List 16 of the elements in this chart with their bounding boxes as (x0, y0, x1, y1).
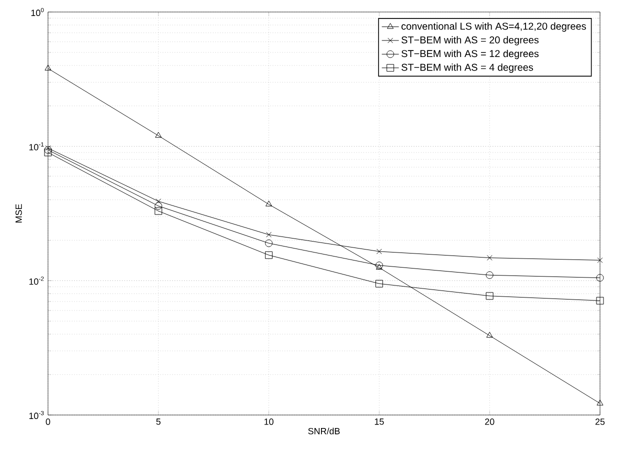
legend-label: ST−BEM with AS = 4 degrees (402, 64, 534, 73)
x-tick-label: 20 (485, 418, 494, 425)
legend-label: conventional LS with AS=4,12,20 degrees (402, 22, 586, 32)
x-tick-label: 15 (374, 418, 384, 425)
x-tick-label: 10 (264, 418, 274, 425)
y-axis-title: MSE (16, 204, 22, 222)
x-tick-label: 5 (156, 418, 161, 425)
x-axis-title: SNR/dB (308, 428, 340, 434)
x-tick-label: 25 (595, 418, 605, 425)
legend-label: ST−BEM with AS = 12 degrees (402, 50, 539, 60)
y-tick-label: 10$^{0}$ (31, 8, 44, 16)
y-tick-label: 10$^{-2}$ (29, 276, 44, 285)
y-tick-label: 10$^{-3}$ (29, 410, 44, 420)
legend-label: ST−BEM with AS = 20 degrees (402, 36, 539, 46)
y-tick-label: 10$^{-1}$ (29, 142, 44, 150)
x-tick-label: 0 (46, 418, 50, 425)
